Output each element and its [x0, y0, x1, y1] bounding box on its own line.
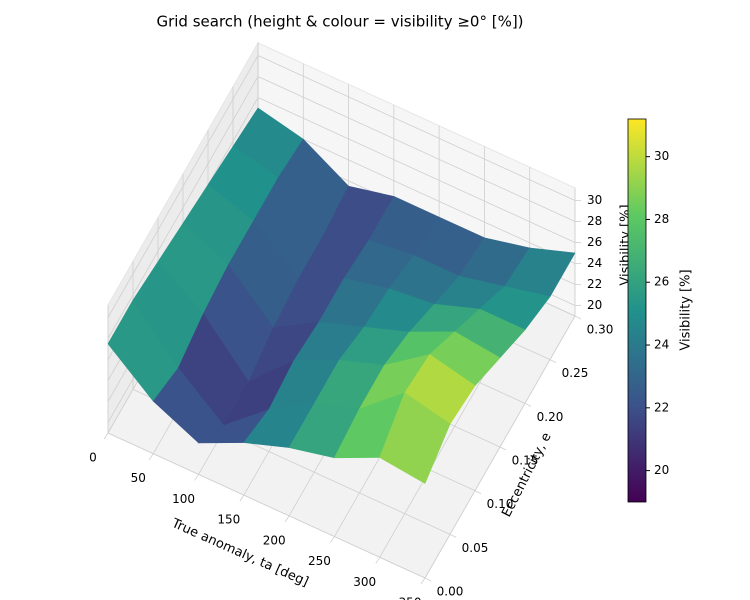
plot-area: 0 50 100 150 200 250 300 350 0.00 0.05 0.10 0.15 0.2… — [89, 41, 634, 600]
y-tick-label: 0.20 — [537, 410, 564, 424]
tick-mark — [424, 577, 432, 582]
grid-line — [107, 76, 259, 339]
colorbar-label: Visibility [%] — [679, 269, 694, 350]
z-tick-label: 22 — [587, 277, 602, 291]
tick-mark — [474, 490, 482, 495]
x-tick-label: 150 — [217, 513, 240, 527]
tick-mark — [239, 494, 245, 502]
z-tick-label: 26 — [587, 235, 602, 249]
x-tick-label: 250 — [308, 554, 331, 568]
x-tick-label: 50 — [131, 471, 146, 485]
tick-mark — [574, 315, 582, 320]
tick-mark — [103, 432, 109, 440]
grid-line — [257, 118, 576, 264]
grid-line — [107, 55, 259, 318]
y-tick-label: 0.15 — [512, 454, 539, 468]
chart-title: Grid search (height & colour = visibilit… — [156, 13, 523, 31]
x-tick-label: 0 — [89, 451, 97, 465]
colorbar-tick-label: 24 — [654, 338, 669, 352]
x-axis-label: True anomaly, ta [deg] — [168, 516, 310, 590]
tick-mark — [284, 515, 290, 523]
x-tick-label: 200 — [263, 533, 286, 547]
z-tick-label: 24 — [587, 256, 602, 270]
y-tick-label: 0.10 — [487, 497, 514, 511]
y-axis-label: Eccentricity, e — [499, 430, 554, 519]
colorbar-tick-label: 30 — [654, 149, 669, 163]
tick-mark — [524, 402, 532, 407]
colorbar-tick-label: 22 — [654, 400, 669, 414]
colorbar — [627, 118, 647, 503]
y-tick-label: 0.05 — [462, 541, 489, 555]
y-tick-label: 0.00 — [437, 585, 464, 599]
y-tick-label: 0.30 — [587, 323, 614, 337]
surface-patch — [379, 392, 451, 484]
colorbar-tick-label: 28 — [654, 212, 669, 226]
colorbar-tick-label: 26 — [654, 275, 669, 289]
grid-line — [257, 76, 576, 222]
x-tick-label: 300 — [353, 575, 376, 589]
x-tick-label: 350 — [399, 596, 422, 600]
tick-mark — [375, 557, 381, 564]
tick-mark — [449, 533, 457, 538]
tick-mark — [148, 453, 154, 460]
tick-mark — [420, 577, 426, 585]
tick-mark — [194, 474, 199, 481]
colorbar-tick-label: 20 — [654, 463, 669, 477]
z-tick-label: 20 — [587, 298, 602, 312]
tick-mark — [549, 359, 557, 364]
grid-line — [257, 97, 576, 243]
grid-line — [107, 432, 426, 579]
y-tick-label: 0.25 — [562, 366, 589, 380]
x-tick-label: 100 — [172, 492, 195, 506]
grid-line — [257, 55, 576, 201]
z-tick-label: 30 — [587, 193, 602, 207]
tick-mark — [499, 446, 507, 451]
z-tick-label: 28 — [587, 214, 602, 228]
tick-mark — [330, 536, 335, 543]
